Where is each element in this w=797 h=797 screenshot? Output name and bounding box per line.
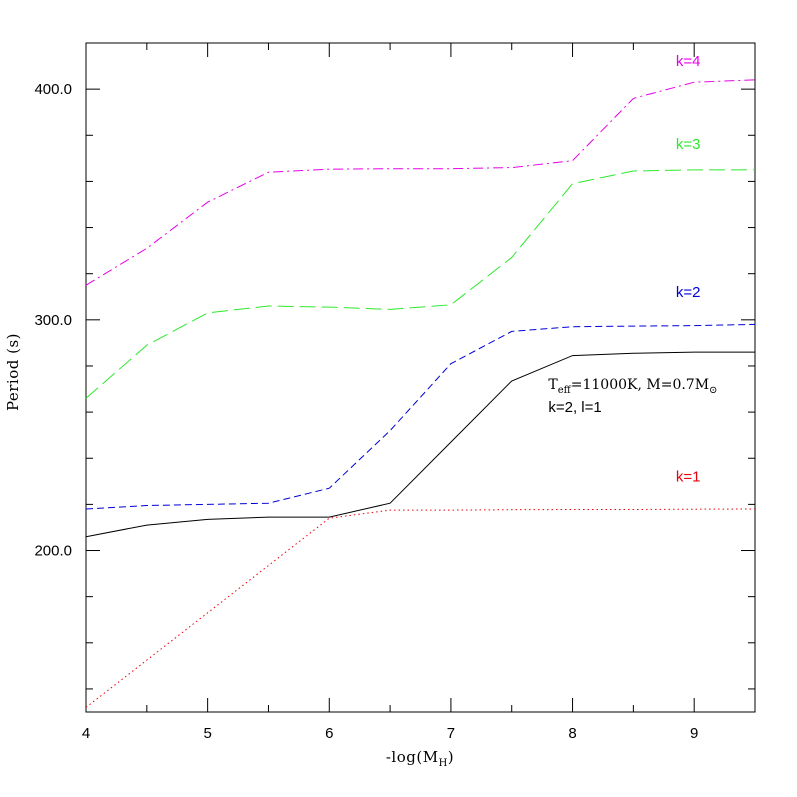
axes-layer: 4 5 6 7 8 9 200.0 300.0 400.0 [34, 42, 756, 742]
series-line-k-2-l-1 [85, 351, 755, 538]
annotation-parameters: Teff=11000K, M=0.7M⊙ [548, 377, 717, 396]
x-tick-label: 8 [568, 725, 576, 742]
x-tick-label: 9 [690, 725, 698, 742]
labels-layer: k=4 k=3 k=2 k=1 Teff=11000K, M=0.7M⊙ k=2, l=1 [548, 53, 717, 485]
series-line-k-2 [85, 323, 756, 510]
x-tick-label: 7 [447, 725, 455, 742]
y-tick-label: 200.0 [34, 543, 72, 560]
series-line-k-1 [85, 508, 756, 708]
plot-frame [85, 42, 756, 713]
series-label-k-1: k=1 [676, 468, 701, 485]
annotation-teff-subscript: eff [558, 385, 572, 396]
y-axis-title: Period (s) [4, 333, 22, 411]
series-label-k-3: k=3 [676, 136, 701, 153]
y-tick-label: 400.0 [34, 81, 72, 98]
x-axis-title-sub: H [439, 758, 448, 769]
annotation-teff-value: =11000K, M=0.7M [571, 377, 709, 393]
annotation-mode-label: k=2, l=1 [548, 399, 601, 416]
annotation-teff-symbol: T [548, 377, 558, 393]
y-tick-label: 300.0 [34, 312, 72, 329]
x-axis-title-close: ) [448, 748, 454, 766]
series-layer [85, 79, 756, 708]
series-line-k-3 [85, 169, 755, 399]
x-tick-label: 5 [203, 725, 211, 742]
annotation-sun-subscript: ⊙ [709, 385, 717, 396]
x-axis-title-main: -log(M [386, 748, 439, 766]
x-tick-label: 4 [82, 725, 90, 742]
x-tick-label: 6 [325, 725, 333, 742]
x-axis-title: -log(MH) [386, 748, 454, 769]
series-line-k-4 [85, 79, 756, 286]
series-label-k-2: k=2 [676, 284, 701, 301]
series-label-k-4: k=4 [676, 53, 701, 70]
